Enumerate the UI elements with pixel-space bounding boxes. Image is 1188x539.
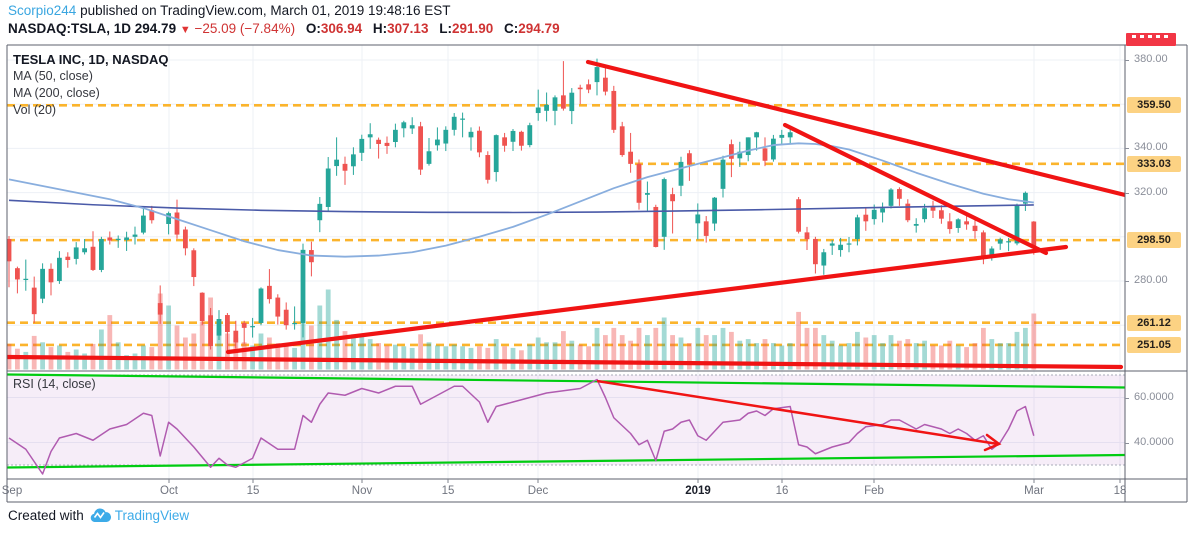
price-axis-label: 320.00: [1134, 185, 1168, 198]
axis-tick: [1125, 60, 1129, 61]
rsi-pane-label: RSI (14, close): [13, 377, 96, 391]
time-axis[interactable]: Sep Oct 15 Nov 15 Dec 2019 16 Feb Mar 18: [0, 479, 1188, 502]
attribution: Created with TradingView: [8, 508, 189, 523]
price-level-label: 261.12: [1127, 314, 1181, 331]
high-label: H:: [372, 21, 388, 36]
created-with-text: Created with: [8, 508, 84, 523]
low-label: L:: [439, 21, 452, 36]
time-axis-label: 18: [1113, 485, 1127, 497]
price-level-label: 298.50: [1127, 232, 1181, 249]
clipped-price-label: [1126, 33, 1176, 46]
close-label: C:: [504, 21, 519, 36]
time-axis-label: 16: [775, 485, 789, 497]
candles: [7, 58, 1037, 353]
rsi-axis-label: 40.0000: [1134, 435, 1174, 448]
trendline-3: [225, 244, 1069, 355]
price-pane: [7, 58, 1125, 370]
rsi-axis-label: 60.0000: [1134, 390, 1174, 403]
rsi-line: [8, 378, 1035, 475]
legend-title: TESLA INC, 1D, NASDAQ: [13, 52, 169, 67]
legend-ma200: MA (200, close): [13, 86, 100, 100]
price-axis-label: 280.00: [1134, 274, 1168, 286]
price-level-label: 251.05: [1127, 336, 1181, 353]
axis-tick: [1125, 442, 1129, 444]
time-axis-label: Sep: [1, 485, 23, 497]
down-triangle-icon: ▼: [179, 24, 191, 36]
change-value: −25.09 (−7.84%): [194, 21, 296, 36]
time-axis-label: 15: [246, 485, 260, 497]
rsi-channel-bottom: [7, 453, 1125, 469]
price-axis-label: 340.00: [1134, 141, 1168, 154]
axis-tick: [1125, 192, 1129, 194]
ma50-line: [8, 142, 1034, 258]
price-axis-label: 380.00: [1134, 53, 1168, 65]
rsi-band: [7, 375, 1125, 465]
time-axis-label: Mar: [1024, 485, 1044, 497]
publish-text: published on TradingView.com, March 01, …: [76, 3, 451, 18]
price-axis[interactable]: 380.00 340.00 320.00 280.00 359.50 333.03 298.…: [1125, 45, 1188, 502]
symbol-label: NASDAQ:TSLA, 1D: [8, 21, 132, 36]
axis-tick: [1125, 281, 1129, 282]
ma200-line: [8, 199, 1034, 214]
trendline-1: [585, 59, 1125, 198]
trendline-2: [782, 122, 1049, 256]
rsi-arrow: [596, 379, 999, 446]
time-axis-label: Oct: [160, 485, 178, 497]
clipped-digits: [1132, 35, 1170, 38]
trendline-4: [7, 354, 1124, 370]
tradingview-link[interactable]: TradingView: [114, 508, 190, 523]
rsi-arrowhead: [983, 433, 1002, 452]
time-axis-label: Dec: [527, 485, 549, 497]
open-label: O:: [305, 21, 321, 36]
time-axis-label: Nov: [351, 485, 373, 497]
tradingview-logo-icon: [90, 508, 111, 522]
time-axis-label: 2019: [685, 485, 711, 497]
open-value: 306.94: [320, 21, 363, 36]
close-value: 294.79: [518, 21, 560, 36]
publish-line: Scorpio244 published on TradingView.com,…: [8, 3, 451, 18]
pane-borders: [6, 44, 1188, 503]
rsi-channel-top: [7, 373, 1125, 389]
author-link[interactable]: Scorpio244: [8, 3, 77, 18]
legend-ma50: MA (50, close): [13, 69, 93, 83]
last-price: 294.79: [134, 21, 177, 36]
time-axis-label: Feb: [864, 485, 884, 497]
legend-vol: Vol (20): [13, 103, 57, 117]
symbol-ohlc-line: NASDAQ:TSLA, 1D 294.79 ▼ −25.09 (−7.84%)…: [8, 21, 560, 36]
price-level-label: 333.03: [1127, 155, 1181, 172]
low-value: 291.90: [451, 21, 494, 36]
rsi-pane: [7, 373, 1125, 475]
axis-tick: [1125, 148, 1129, 150]
price-level-label: 359.50: [1127, 97, 1181, 114]
axis-tick: [1125, 397, 1129, 399]
high-value: 307.13: [387, 21, 429, 36]
time-axis-label: 15: [441, 485, 455, 497]
chart-legend: TESLA INC, 1D, NASDAQ MA (50, close) MA …: [13, 51, 169, 119]
